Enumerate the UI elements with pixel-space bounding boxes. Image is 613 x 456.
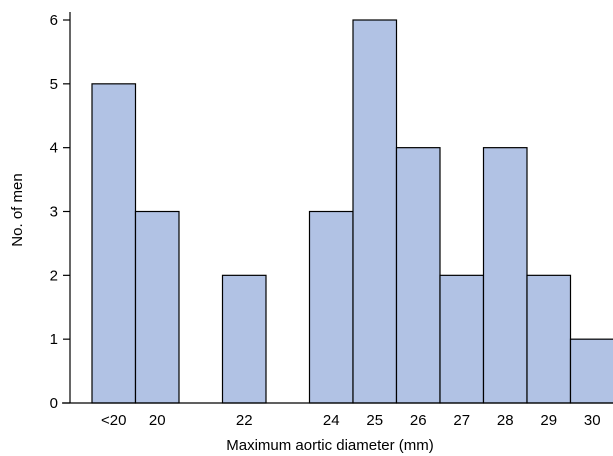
bar-7: [395, 147, 441, 404]
y-tick-label-0: 0: [50, 395, 58, 412]
y-tick-label-5: 5: [50, 76, 58, 93]
bar-5: [308, 210, 354, 404]
x-tick-label-9: 30: [584, 412, 601, 429]
x-tick-label-4: 25: [366, 412, 383, 429]
x-tick-label-0: <20: [101, 412, 126, 429]
bar-0: [91, 83, 137, 404]
y-tick-label-1: 1: [50, 331, 58, 348]
y-tick-label-6: 6: [50, 12, 58, 29]
y-axis-label: No. of men: [9, 173, 26, 246]
y-tick-label-3: 3: [50, 204, 58, 221]
y-tick-label-4: 4: [50, 140, 58, 157]
bar-10: [526, 274, 572, 404]
y-tick-label-2: 2: [50, 267, 58, 284]
x-tick-label-3: 24: [323, 412, 340, 429]
bar-1: [134, 210, 180, 404]
bar-6: [352, 19, 398, 404]
x-tick-label-1: 20: [149, 412, 166, 429]
bar-11: [569, 338, 613, 404]
bar-9: [482, 147, 528, 404]
plot-area: 0 1 2 3 4 5 6 <20 20 22 24 25 26 27 28 29 30: [50, 12, 613, 429]
x-tick-label-6: 27: [453, 412, 470, 429]
x-tick-label-5: 26: [410, 412, 427, 429]
x-tick-label-2: 22: [236, 412, 253, 429]
x-tick-label-7: 28: [497, 412, 514, 429]
bar-3: [221, 274, 267, 404]
x-axis-label: Maximum aortic diameter (mm): [226, 437, 434, 454]
x-tick-label-8: 29: [540, 412, 557, 429]
bar-8: [439, 274, 485, 404]
